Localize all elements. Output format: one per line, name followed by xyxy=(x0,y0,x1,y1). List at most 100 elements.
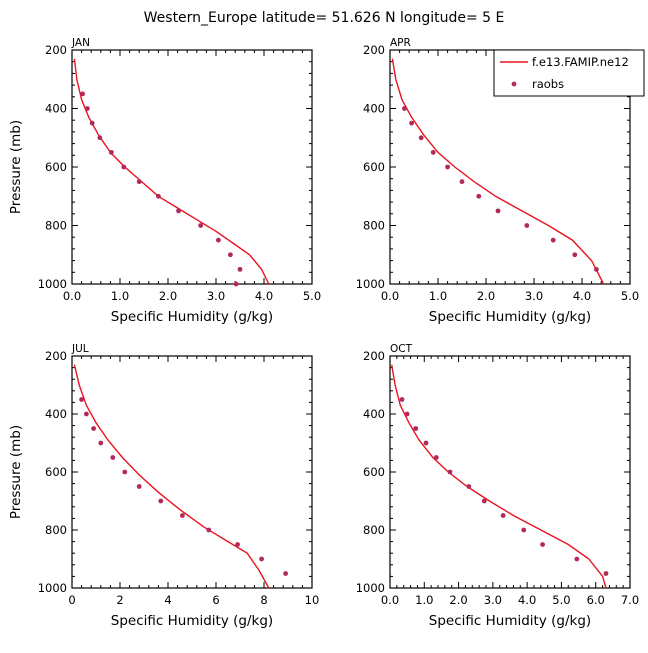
y-tick-label: 1000 xyxy=(356,581,385,595)
raobs-point xyxy=(476,193,482,199)
raobs-point xyxy=(521,527,527,533)
raobs-point xyxy=(572,252,578,258)
raobs-point xyxy=(413,426,419,431)
y-tick-label: 200 xyxy=(363,43,385,57)
raobs-point xyxy=(466,484,472,489)
x-axis-title: Specific Humidity (g/kg) xyxy=(429,309,591,325)
panel-jul: JUL 0 2 4 6 8 10 200 400 600 800 1000 Specific Humid… xyxy=(8,343,319,629)
raobs-point xyxy=(423,440,429,446)
raobs-point xyxy=(550,237,556,243)
x-tick-label: 5.0 xyxy=(621,289,639,303)
x-tick-label: 0.0 xyxy=(381,289,399,303)
x-tick-label: 5.0 xyxy=(303,289,321,303)
x-tick-label: 4.0 xyxy=(573,289,591,303)
raobs-point xyxy=(206,527,212,533)
raobs-point xyxy=(524,223,530,228)
y-tick-label: 800 xyxy=(363,219,385,233)
x-tick-label: 1.0 xyxy=(111,289,129,303)
x-tick-label: 4.0 xyxy=(518,593,536,607)
raobs-point xyxy=(433,455,439,460)
raobs-point xyxy=(603,571,609,576)
raobs-point xyxy=(136,179,142,185)
y-tick-label: 600 xyxy=(363,465,385,479)
legend: f.e13.FAMIP.ne12 raobs xyxy=(493,49,645,97)
y-tick-label: 600 xyxy=(45,160,67,174)
x-tick-label: 0.0 xyxy=(381,593,399,607)
y-tick-label: 400 xyxy=(363,407,385,421)
raobs-point xyxy=(89,120,95,126)
x-tick-label: 2.0 xyxy=(159,289,177,303)
raobs-point xyxy=(176,208,181,214)
panel-label: OCT xyxy=(390,343,413,355)
model-line xyxy=(73,58,270,285)
panel-label: JAN xyxy=(71,37,90,49)
x-tick-label: 3.0 xyxy=(207,289,225,303)
legend-obs-swatch xyxy=(511,81,517,87)
y-tick-label: 800 xyxy=(363,523,385,537)
raobs-point xyxy=(216,237,221,243)
y-axis-title: Pressure (mb) xyxy=(8,425,24,519)
raobs-point xyxy=(430,149,436,155)
raobs-point xyxy=(156,193,161,199)
raobs-point xyxy=(180,513,185,518)
x-tick-label: 5.0 xyxy=(552,593,570,607)
model-line xyxy=(391,364,607,589)
raobs-point xyxy=(233,281,239,287)
x-tick-label: 3.0 xyxy=(525,289,543,303)
x-axis-title: Specific Humidity (g/kg) xyxy=(429,613,591,629)
y-tick-label: 1000 xyxy=(356,277,385,291)
raobs-point xyxy=(447,469,453,475)
raobs-point xyxy=(121,164,127,170)
raobs-point xyxy=(283,571,288,576)
raobs-point xyxy=(402,106,407,111)
plot-frame xyxy=(389,355,631,589)
raobs-point xyxy=(122,469,128,475)
panel-label: JUL xyxy=(71,343,89,355)
plot-frame xyxy=(71,355,313,589)
raobs-point xyxy=(84,411,89,417)
y-axis-title: Pressure (mb) xyxy=(8,120,24,214)
x-tick-label: 3.0 xyxy=(484,593,502,607)
raobs-point xyxy=(418,135,424,141)
raobs-point xyxy=(574,556,580,562)
raobs-point xyxy=(259,556,264,562)
x-tick-label: 2.0 xyxy=(477,289,495,303)
y-tick-label: 600 xyxy=(363,160,385,174)
legend-model-label: f.e13.FAMIP.ne12 xyxy=(532,55,629,69)
plot-frame xyxy=(71,49,313,285)
panel-label: APR xyxy=(390,37,411,49)
y-tick-label: 1000 xyxy=(38,277,67,291)
raobs-point xyxy=(158,498,164,504)
raobs-point xyxy=(404,411,410,417)
x-tick-label: 6.0 xyxy=(587,593,605,607)
y-tick-label: 1000 xyxy=(38,581,67,595)
x-tick-label: 1.0 xyxy=(429,289,447,303)
figure-title: Western_Europe latitude= 51.626 N longit… xyxy=(144,10,505,26)
raobs-point xyxy=(198,223,204,228)
raobs-point xyxy=(98,440,104,446)
raobs-point xyxy=(445,164,450,170)
x-tick-label: 1.0 xyxy=(415,593,433,607)
raobs-point xyxy=(91,426,96,431)
y-tick-label: 200 xyxy=(45,349,67,363)
x-axis-title: Specific Humidity (g/kg) xyxy=(111,613,273,629)
y-tick-label: 600 xyxy=(45,465,67,479)
raobs-point xyxy=(110,455,116,460)
raobs-point xyxy=(500,513,506,518)
y-tick-label: 800 xyxy=(45,523,67,537)
raobs-point xyxy=(97,135,103,141)
raobs-point xyxy=(540,542,545,547)
panel-jan: JAN 0.0 1.0 2.0 3.0 4.0 5.0 200 400 600 800 1000 Spe… xyxy=(8,37,321,325)
y-tick-label: 200 xyxy=(45,43,67,57)
raobs-point xyxy=(108,149,114,155)
x-tick-label: 4.0 xyxy=(255,289,273,303)
raobs-point xyxy=(459,179,465,185)
raobs-point xyxy=(80,91,85,97)
model-line xyxy=(73,364,270,589)
x-tick-label: 0.0 xyxy=(63,289,81,303)
y-tick-label: 400 xyxy=(363,102,385,116)
x-tick-label: 10 xyxy=(305,593,320,607)
x-tick-label: 6 xyxy=(212,593,219,607)
legend-obs-label: raobs xyxy=(532,77,564,91)
